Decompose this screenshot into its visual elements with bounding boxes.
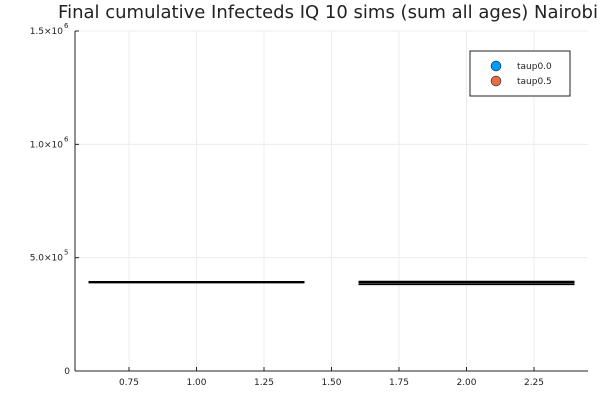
axes xyxy=(74,30,588,372)
legend-box xyxy=(469,50,571,97)
legend-label: taup0.5 xyxy=(517,77,552,87)
x-tick-label: 1.25 xyxy=(254,378,274,388)
x-tick-label: 2.00 xyxy=(456,378,476,388)
x-tick-label: 1.00 xyxy=(186,378,206,388)
y-tick-label: 0 xyxy=(64,367,70,377)
y-tick-label: 5.0×105 xyxy=(30,249,69,264)
x-tick-label: 1.75 xyxy=(389,378,409,388)
series-taup0.0 xyxy=(88,280,305,284)
data-series xyxy=(88,280,575,286)
x-tick-labels: 0.75 1.00 1.25 1.50 1.75 2.00 2.25 xyxy=(119,378,544,388)
legend-marker xyxy=(490,75,502,87)
y-tick-label: 1.5×106 xyxy=(30,22,69,37)
y-tick-base: 1.5×10 xyxy=(30,27,64,37)
chart-title: Final cumulative Infecteds IQ 10 sims (s… xyxy=(58,2,598,23)
y-tick-label: 1.0×106 xyxy=(30,135,69,150)
y-tick-base: 5.0×10 xyxy=(30,254,64,264)
y-tick-base: 1.0×10 xyxy=(30,140,64,150)
legend-marker xyxy=(490,60,502,72)
legend-label: taup0.0 xyxy=(517,62,552,72)
x-tick-label: 1.50 xyxy=(321,378,341,388)
y-tick-exponent: 6 xyxy=(64,135,69,143)
x-tick-label: 2.25 xyxy=(524,378,544,388)
y-tick-exponent: 5 xyxy=(64,249,68,257)
legend: taup0.0 taup0.5 xyxy=(469,50,571,97)
y-tick-exponent: 6 xyxy=(64,22,69,30)
x-tick-label: 0.75 xyxy=(119,378,139,388)
series-taup0.5 xyxy=(358,280,575,286)
y-tick-base: 0 xyxy=(64,367,70,377)
